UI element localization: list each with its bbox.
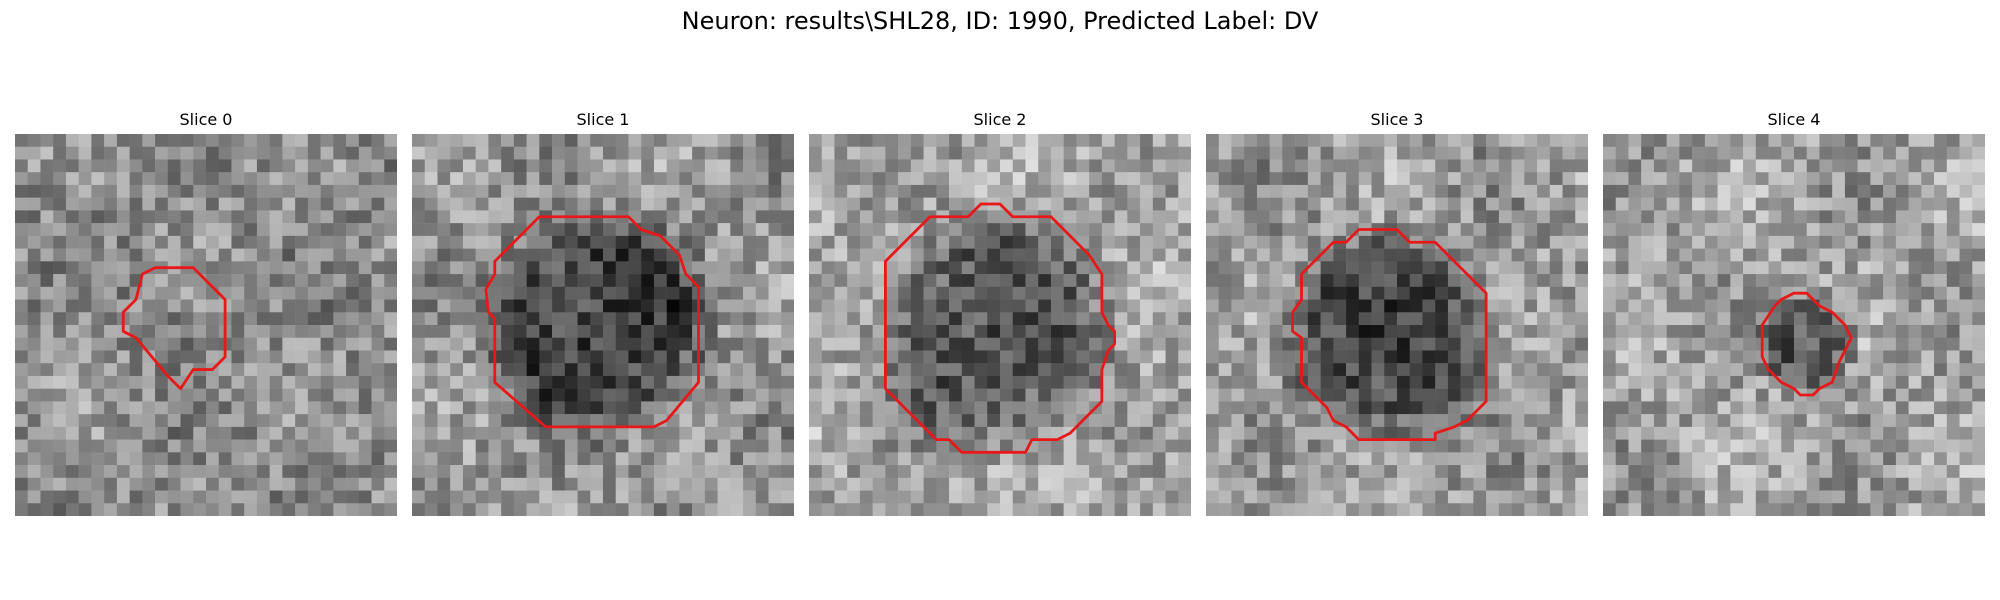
slice-title: Slice 2 bbox=[973, 110, 1027, 129]
roi-contour bbox=[121, 266, 227, 391]
slice-title: Slice 0 bbox=[179, 110, 233, 129]
slice-image bbox=[412, 134, 794, 516]
figure-title: Neuron: results\SHL28, ID: 1990, Predict… bbox=[681, 7, 1319, 35]
roi-contour bbox=[484, 215, 700, 429]
slice-pixels bbox=[15, 134, 397, 516]
slice-image bbox=[1603, 134, 1985, 516]
slice-pixels bbox=[809, 134, 1191, 516]
slice-image bbox=[15, 134, 397, 516]
slice-pixels bbox=[412, 134, 794, 516]
slice-image bbox=[809, 134, 1191, 516]
slice-pixels bbox=[1206, 134, 1588, 516]
roi-contour bbox=[883, 202, 1117, 454]
slice-title: Slice 4 bbox=[1767, 110, 1821, 129]
slice-title: Slice 3 bbox=[1370, 110, 1424, 129]
roi-contour bbox=[1291, 228, 1488, 442]
slice-image bbox=[1206, 134, 1588, 516]
slice-title: Slice 1 bbox=[576, 110, 630, 129]
roi-contour bbox=[1760, 291, 1853, 397]
slice-pixels bbox=[1603, 134, 1985, 516]
